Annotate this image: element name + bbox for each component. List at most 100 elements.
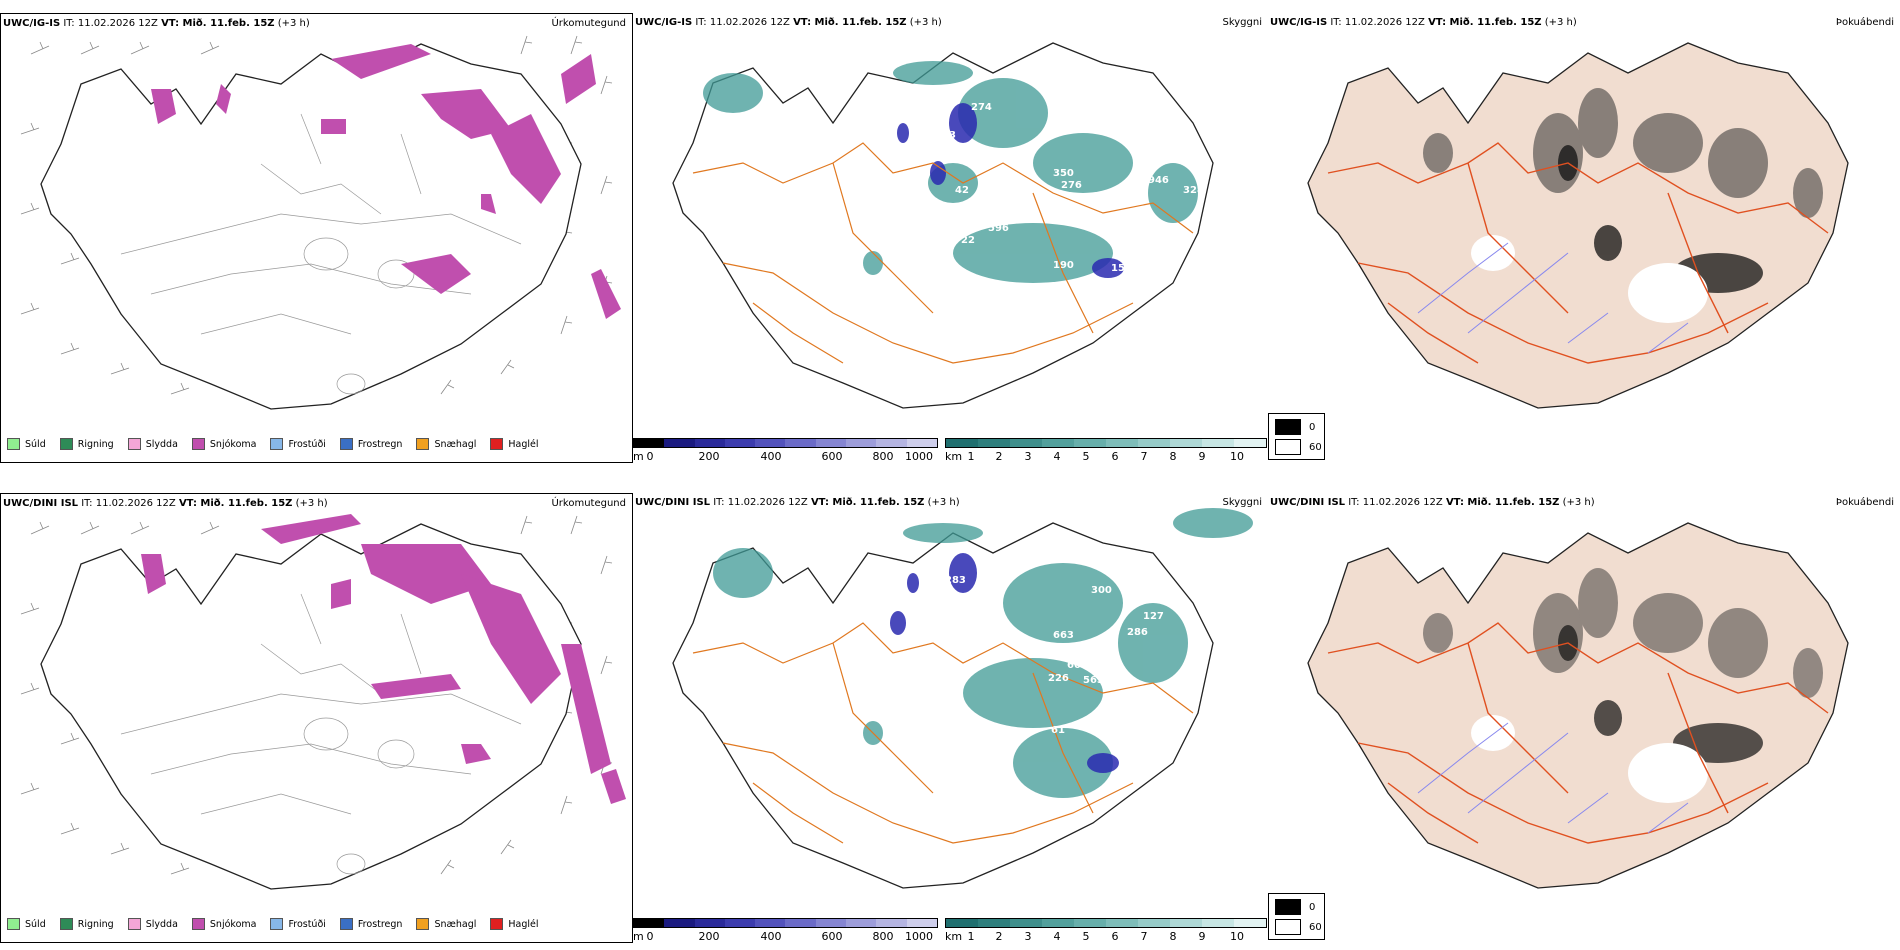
legend-label: Frostúði xyxy=(288,438,326,450)
colorbar-unit: m xyxy=(633,930,644,943)
fog-legend-row1: 0 60 xyxy=(1268,413,1325,460)
lead-time: (+3 h) xyxy=(1544,17,1577,28)
fog-legend-value: 0 xyxy=(1309,421,1316,433)
swatch xyxy=(339,918,353,930)
vis-value: 600 xyxy=(1067,660,1088,671)
legend-label: Haglél xyxy=(508,918,539,930)
vis-value: 328 xyxy=(1183,185,1204,196)
fog-panel-row1: UWC/IG-IS IT: 11.02.2026 12Z VT: Mið. 11… xyxy=(1268,13,1900,463)
vis-value: 42 xyxy=(955,185,969,196)
panel-title: Úrkomutegund xyxy=(551,498,626,509)
legend-item-frostregn: Frostregn xyxy=(339,918,403,930)
colorbar-strip xyxy=(633,438,938,448)
init-time: IT: 11.02.2026 12Z xyxy=(1348,497,1443,508)
swatch xyxy=(59,918,73,930)
model-name: UWC/IG-IS xyxy=(1270,17,1328,28)
vis-value: 946 xyxy=(1148,175,1169,186)
fog-shading xyxy=(1423,88,1823,218)
legend-item-sudl: Súld xyxy=(7,438,46,450)
fog-roads xyxy=(1327,142,1829,364)
vis-value: 596 xyxy=(988,223,1009,234)
colorbar-strip xyxy=(945,438,1267,448)
tick-label: 200 xyxy=(698,450,720,463)
swatch xyxy=(490,438,504,450)
fog-black-swatch xyxy=(1275,419,1301,435)
tick-label: 3 xyxy=(1024,930,1032,943)
fog-white-swatch xyxy=(1275,919,1301,935)
tick-label: 0 xyxy=(646,930,654,943)
tick-label: 5 xyxy=(1082,930,1090,943)
tick-label: 8 xyxy=(1169,930,1177,943)
fog-map-row1 xyxy=(1307,42,1849,409)
visibility-map-row1: 274 269 43 350 208 42 946 328 596 276 22… xyxy=(672,42,1214,409)
legend-item-frostudi: Frostúði xyxy=(270,438,326,450)
fog-black-swatch xyxy=(1275,899,1301,915)
swatch xyxy=(339,438,353,450)
legend-label: Súld xyxy=(25,918,46,930)
vis-value: 269 xyxy=(1088,122,1109,133)
swatch xyxy=(7,918,20,930)
legend-label: Rigning xyxy=(77,438,114,450)
tick-label: 400 xyxy=(760,450,782,463)
visibility-panel-row1: 274 269 43 350 208 42 946 328 596 276 22… xyxy=(633,13,1268,463)
precip-legend: Súld Rigning Slydda Snjókoma Frostúði Fr… xyxy=(7,438,539,450)
terrain-contours xyxy=(120,113,522,395)
tick-label: 0 xyxy=(646,450,654,463)
colorbar-strip xyxy=(633,918,938,928)
vis-value: 226 xyxy=(1048,673,1069,684)
init-time: IT: 11.02.2026 12Z xyxy=(1330,17,1425,28)
legend-item-rigning: Rigning xyxy=(59,438,114,450)
model-name: UWC/IG-IS xyxy=(3,18,61,29)
legend-label: Frostregn xyxy=(357,918,403,930)
tick-label: 4 xyxy=(1053,930,1061,943)
vis-value: 300 xyxy=(1091,585,1112,596)
legend-label: Snæhagl xyxy=(434,918,477,930)
model-name: UWC/IG-IS xyxy=(635,17,693,28)
valid-time: VT: Mið. 11.feb. 15Z xyxy=(178,498,293,509)
colorbar-strip xyxy=(945,918,1267,928)
swatch xyxy=(7,438,20,450)
road-network xyxy=(692,622,1194,844)
model-name: UWC/DINI ISL xyxy=(635,497,711,508)
valid-time: VT: Mið. 11.feb. 15Z xyxy=(161,18,275,29)
tick-label: 800 xyxy=(872,930,894,943)
tick-label: 1000 xyxy=(905,450,933,463)
vis-value: 127 xyxy=(1143,611,1164,622)
model-name: UWC/DINI ISL xyxy=(3,498,79,509)
tick-label: 7 xyxy=(1140,930,1148,943)
init-time: IT: 11.02.2026 12Z xyxy=(81,498,176,509)
fog-shading xyxy=(1423,568,1823,698)
vis-value: 256 xyxy=(1059,645,1080,656)
precip-panel-row1: UWC/IG-IS IT: 11.02.2026 12Z VT: Mið. 11… xyxy=(0,13,633,463)
legend-label: Súld xyxy=(25,438,46,450)
legend-item-haglel: Haglél xyxy=(490,918,539,930)
legend-item-frostudi: Frostúði xyxy=(270,918,326,930)
iceland-land xyxy=(1307,522,1849,889)
fog-legend-value: 60 xyxy=(1309,921,1322,933)
cloud-base-colorbar: m 0 200 400 600 800 1000 xyxy=(633,918,938,948)
fog-white-swatch xyxy=(1275,439,1301,455)
iceland-coastline xyxy=(40,523,582,890)
swatch xyxy=(191,438,205,450)
fog-legend-row2: 0 60 xyxy=(1268,893,1325,940)
visibility-colorbar: km 1 2 3 4 5 6 7 8 9 10 xyxy=(945,918,1267,948)
tick-label: 9 xyxy=(1198,930,1206,943)
panel-header: UWC/DINI ISL IT: 11.02.2026 12Z VT: Mið.… xyxy=(1270,497,1595,508)
swatch xyxy=(127,918,141,930)
vis-value: 350 xyxy=(1053,168,1074,179)
tick-label: 6 xyxy=(1111,930,1119,943)
vis-value: 123 xyxy=(1115,723,1136,734)
lead-time: (+3 h) xyxy=(295,498,328,509)
tick-label: 9 xyxy=(1198,450,1206,463)
tick-label: 1000 xyxy=(905,930,933,943)
init-time: IT: 11.02.2026 12Z xyxy=(63,18,158,29)
tick-label: 1 xyxy=(967,450,975,463)
fog-panel-row2: UWC/DINI ISL IT: 11.02.2026 12Z VT: Mið.… xyxy=(1268,493,1900,943)
legend-item-sudl: Súld xyxy=(7,918,46,930)
vis-value: 152 xyxy=(1111,263,1132,274)
visibility-value-labels: 283 300 127 124 286 663 256 600 565 226 … xyxy=(943,575,1164,736)
panel-title: Þokuábendi xyxy=(1835,17,1894,28)
legend-label: Snjókoma xyxy=(209,918,257,930)
vis-value: 208 xyxy=(1138,145,1159,156)
colorbar-unit: km xyxy=(945,450,963,463)
